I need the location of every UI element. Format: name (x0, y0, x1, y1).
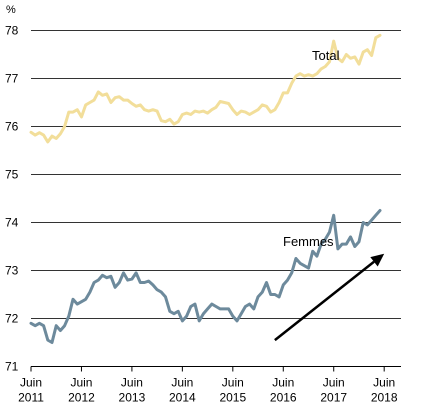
y-tick-label: 77 (5, 72, 19, 86)
x-tick-label: Juin 2018 (371, 376, 398, 405)
trend-arrow (274, 253, 385, 342)
y-tick-label: 71 (5, 360, 19, 374)
x-tick-label: Juin 2017 (320, 376, 347, 405)
x-tick-label: Juin 2014 (169, 376, 196, 405)
arrow-head (370, 253, 385, 267)
y-tick-label: 74 (5, 216, 19, 230)
series-line-femmes (29, 209, 382, 344)
gridlines (31, 30, 401, 367)
x-tick-labels: Juin 2011 Juin 2012 Juin 2013 Juin 2014 Juin 2015… (18, 366, 398, 405)
arrow-shaft (274, 260, 375, 342)
series-label-total: Total (312, 48, 340, 63)
y-tick-labels: 71 72 73 74 75 76 77 78 (5, 24, 19, 374)
x-tick-label: Juin 2012 (68, 376, 95, 405)
series-line-total (29, 33, 382, 144)
series-lines (29, 33, 382, 344)
series-label-femmes: Femmes (283, 234, 334, 249)
series-labels: Total Femmes (283, 48, 340, 249)
y-tick-label: 76 (5, 120, 19, 134)
x-tick-label: Juin 2015 (219, 376, 246, 405)
y-tick-label: 78 (5, 24, 19, 38)
x-tick-label: Juin 2013 (119, 376, 146, 405)
x-tick-label: Juin 2011 (18, 376, 44, 405)
y-tick-label: 75 (5, 168, 19, 182)
x-tick-label: Juin 2016 (270, 376, 297, 405)
y-tick-label: 73 (5, 264, 19, 278)
y-axis-unit: % (6, 4, 16, 16)
y-tick-label: 72 (5, 312, 19, 326)
